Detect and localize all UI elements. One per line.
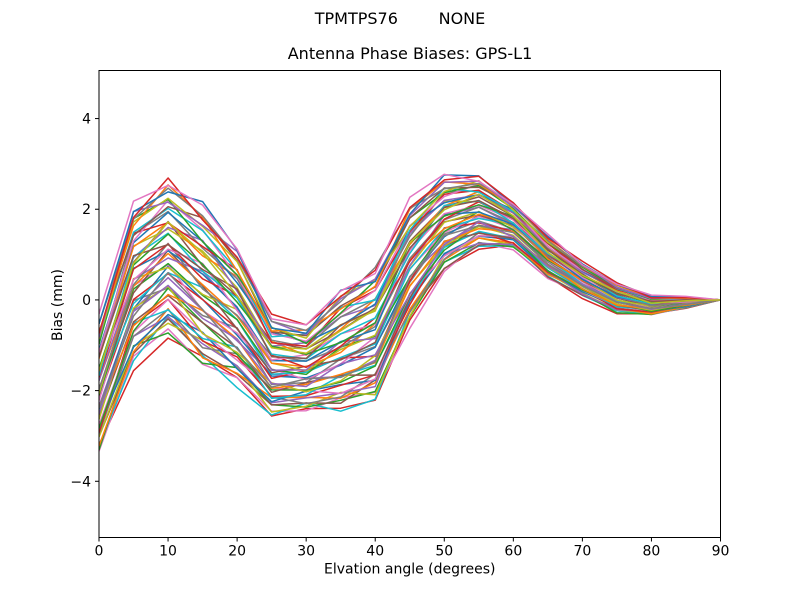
figure-suptitle: TPMTPS76 NONE	[314, 9, 486, 28]
x-tick-label: 50	[435, 544, 453, 560]
x-tick-label: 0	[95, 544, 104, 560]
series-line	[99, 199, 721, 360]
x-tick-label: 90	[712, 544, 730, 560]
series-line	[99, 200, 721, 377]
y-tick-label: 2	[82, 202, 91, 218]
x-tick-label: 70	[573, 544, 591, 560]
x-tick-label: 40	[366, 544, 384, 560]
x-axis-label: Elvation angle (degrees)	[324, 562, 495, 578]
series-line	[99, 241, 721, 452]
plot-frame	[98, 70, 721, 538]
x-tick-label: 20	[228, 544, 246, 560]
series-line	[99, 175, 721, 334]
y-tick-label: −4	[70, 474, 91, 490]
x-tick-label: 60	[504, 544, 522, 560]
series-line	[99, 193, 721, 372]
series-line	[99, 242, 721, 451]
series-line	[99, 241, 721, 437]
x-tick-label: 10	[159, 544, 177, 560]
y-tick-label: 0	[82, 293, 91, 309]
series-line	[99, 231, 721, 433]
x-tick-label: 80	[643, 544, 661, 560]
x-tick-label: 30	[297, 544, 315, 560]
series-line	[99, 173, 721, 326]
series-line	[99, 224, 721, 409]
series-line	[99, 217, 721, 389]
y-axis-label: Bias (mm)	[50, 269, 66, 341]
series-lines-group	[99, 173, 721, 452]
y-tick-label: −2	[70, 384, 91, 400]
y-tick-label: 4	[82, 112, 91, 128]
chart-title: Antenna Phase Biases: GPS-L1	[287, 44, 533, 63]
